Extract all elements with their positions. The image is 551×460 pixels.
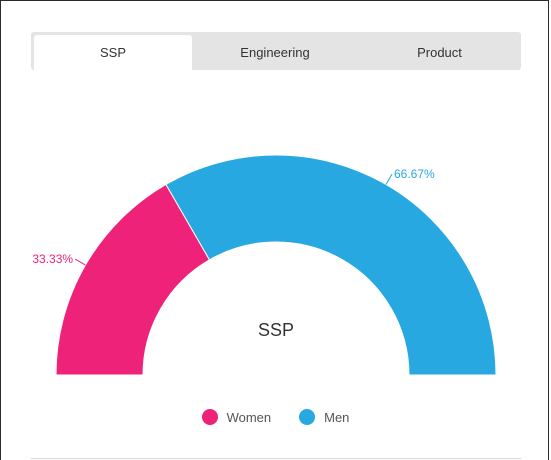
legend-item-women[interactable]: Women: [201, 409, 272, 425]
tab-product[interactable]: Product: [417, 45, 462, 60]
leader-line-women: [74, 258, 86, 266]
panel-divider: [31, 458, 521, 459]
slice-men[interactable]: [165, 154, 497, 376]
legend-label-women: Women: [226, 409, 272, 425]
data-label-women: 33.33%: [32, 252, 73, 266]
legend-swatch-women: [201, 409, 218, 425]
leader-line-men: [385, 173, 393, 185]
chart-center-label: SSP: [258, 320, 294, 340]
tab-bar: SSP Engineering Product: [31, 32, 521, 70]
tab-engineering[interactable]: Engineering: [240, 45, 310, 60]
semi-donut-chart: 33.33% 66.67% SSP: [32, 154, 497, 376]
legend-swatch-men: [299, 409, 316, 425]
data-label-men: 66.67%: [394, 167, 435, 181]
legend-item-men[interactable]: Men: [299, 409, 349, 425]
legend-label-men: Men: [324, 409, 350, 425]
chart-legend: Women Men: [0, 405, 551, 429]
tab-ssp[interactable]: SSP: [34, 35, 192, 70]
